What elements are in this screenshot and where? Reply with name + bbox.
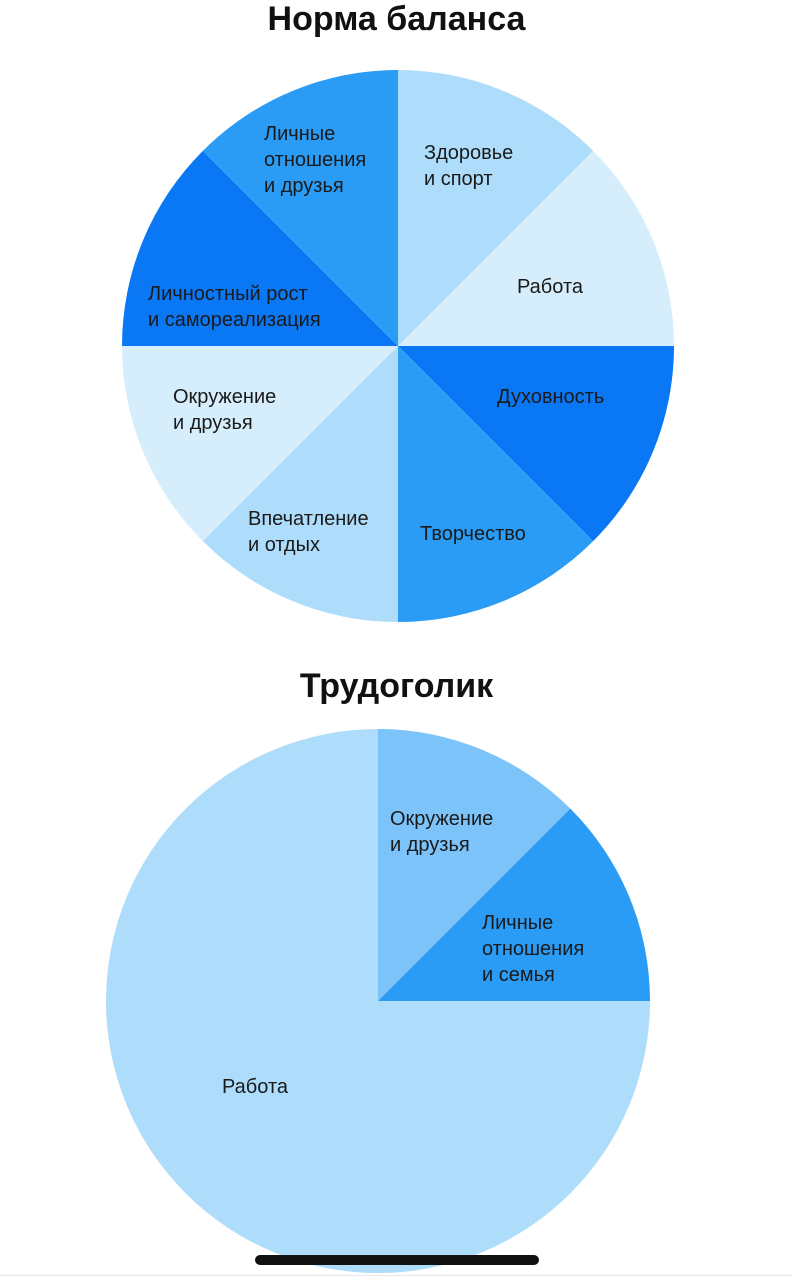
pie-slice <box>202 346 398 622</box>
slice-label-line: и самореализация <box>148 309 321 331</box>
slice-label: Творчество <box>420 523 526 545</box>
pie-slice <box>398 346 594 622</box>
chart-title-balance: Норма баланса <box>267 0 526 38</box>
slice-label: Работа <box>517 276 584 298</box>
pie-slice <box>122 150 398 346</box>
slice-label-line: отношения <box>264 149 366 171</box>
pie-slice <box>106 729 650 1273</box>
slice-label-line: Духовность <box>497 386 604 408</box>
pie-slice <box>378 729 571 1001</box>
slice-label: Личные отношения и друзья <box>264 123 366 197</box>
pie-slice <box>122 346 398 542</box>
slice-label-line: Окружение <box>390 808 493 830</box>
slice-label-line: и друзья <box>173 412 253 434</box>
pie-slice <box>202 70 398 346</box>
slice-label-line: Творчество <box>420 523 526 545</box>
slice-label-line: Работа <box>517 276 584 298</box>
slice-label-line: Личные <box>482 912 553 934</box>
slice-label-line: и отдых <box>248 534 320 556</box>
slice-label: Личностный рост и самореализация <box>148 283 321 331</box>
slice-label-line: Личные <box>264 123 335 145</box>
slice-label-line: Работа <box>222 1076 289 1098</box>
slice-label: Здоровье и спорт <box>424 142 513 190</box>
slice-label-line: и друзья <box>390 834 470 856</box>
slice-label: Окружение и друзья <box>390 808 493 856</box>
slice-label-line: Здоровье <box>424 142 513 164</box>
chart-title-workaholic: Трудоголик <box>299 667 494 705</box>
slice-label: Работа <box>222 1076 289 1098</box>
pie-slice <box>398 150 674 346</box>
slice-label-line: и семья <box>482 964 555 986</box>
slice-label-line: Личностный рост <box>148 283 308 305</box>
slice-label: Впечатление и отдых <box>248 508 369 556</box>
slice-label-line: отношения <box>482 938 584 960</box>
pie-slice <box>378 808 650 1001</box>
home-indicator[interactable] <box>255 1255 539 1265</box>
pie-slice <box>398 346 674 542</box>
pie-slice <box>398 70 594 346</box>
slice-label: Духовность <box>497 386 604 408</box>
slice-label: Личные отношения и семья <box>482 912 584 986</box>
slice-label-line: Окружение <box>173 386 276 408</box>
bottom-divider <box>0 1275 793 1276</box>
slice-label-line: и спорт <box>424 168 493 190</box>
slice-label-line: и друзья <box>264 175 344 197</box>
slice-label: Окружение и друзья <box>173 386 276 434</box>
slice-label-line: Впечатление <box>248 508 369 530</box>
